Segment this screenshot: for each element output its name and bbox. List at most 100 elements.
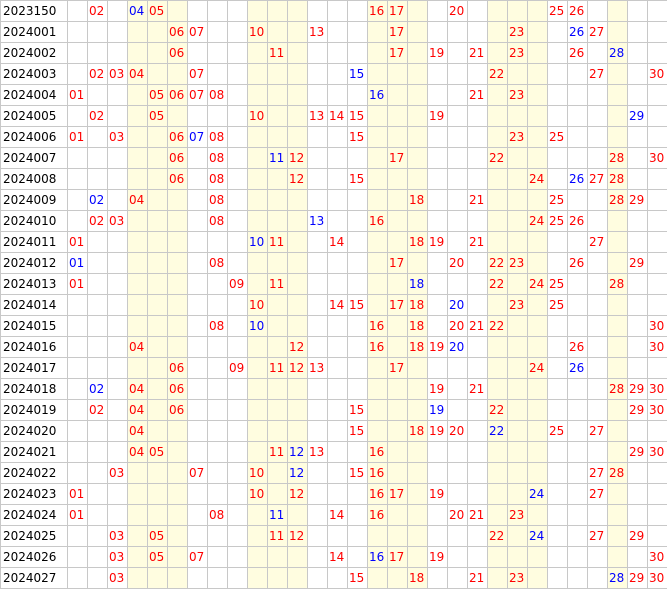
empty-cell <box>307 504 328 526</box>
number-cell: 08 <box>207 210 228 232</box>
empty-cell <box>87 336 108 358</box>
empty-cell <box>67 378 88 400</box>
empty-cell <box>147 462 168 484</box>
table-row: 2024015 08 10 16 18 20 21 22 30 <box>0 315 667 337</box>
empty-cell <box>607 336 628 358</box>
empty-cell <box>127 504 148 526</box>
empty-cell <box>267 105 288 127</box>
number-cell: 08 <box>207 189 228 211</box>
empty-cell <box>387 420 408 442</box>
empty-cell <box>87 420 108 442</box>
special-number-cell: 29 <box>627 105 648 127</box>
empty-cell <box>127 168 148 190</box>
number-cell: 10 <box>247 294 268 316</box>
empty-cell <box>207 546 228 568</box>
empty-cell <box>287 231 308 253</box>
empty-cell <box>327 567 348 589</box>
empty-cell <box>527 42 548 64</box>
empty-cell <box>567 441 588 463</box>
number-cell: 11 <box>267 42 288 64</box>
empty-cell <box>207 420 228 442</box>
empty-cell <box>447 105 468 127</box>
empty-cell <box>367 42 388 64</box>
number-cell: 17 <box>387 252 408 274</box>
empty-cell <box>387 399 408 421</box>
empty-cell <box>307 420 328 442</box>
empty-cell <box>307 273 328 295</box>
empty-cell <box>347 504 368 526</box>
number-cell: 23 <box>507 126 528 148</box>
empty-cell <box>447 378 468 400</box>
empty-cell <box>647 357 667 379</box>
empty-cell <box>87 273 108 295</box>
empty-cell <box>147 315 168 337</box>
empty-cell <box>627 546 648 568</box>
empty-cell <box>487 336 508 358</box>
empty-cell <box>67 21 88 43</box>
empty-cell <box>387 168 408 190</box>
number-cell: 30 <box>647 147 667 169</box>
empty-cell <box>447 210 468 232</box>
number-cell: 10 <box>247 21 268 43</box>
number-cell: 14 <box>327 546 348 568</box>
number-cell: 25 <box>547 273 568 295</box>
number-cell: 07 <box>187 462 208 484</box>
special-number-cell: 10 <box>247 315 268 337</box>
empty-cell <box>647 0 667 22</box>
empty-cell <box>67 168 88 190</box>
empty-cell <box>107 378 128 400</box>
empty-cell <box>367 357 388 379</box>
number-cell: 12 <box>287 525 308 547</box>
empty-cell <box>287 315 308 337</box>
empty-cell <box>187 336 208 358</box>
empty-cell <box>407 210 428 232</box>
empty-cell <box>267 210 288 232</box>
empty-cell <box>427 525 448 547</box>
empty-cell <box>507 546 528 568</box>
number-cell: 23 <box>507 42 528 64</box>
empty-cell <box>607 420 628 442</box>
empty-cell <box>587 147 608 169</box>
number-cell: 12 <box>287 357 308 379</box>
empty-cell <box>247 0 268 22</box>
empty-cell <box>127 210 148 232</box>
empty-cell <box>427 252 448 274</box>
empty-cell <box>627 294 648 316</box>
empty-cell <box>227 0 248 22</box>
number-cell: 27 <box>587 420 608 442</box>
empty-cell <box>207 525 228 547</box>
table-row: 2024016 04 12 16 18 19 20 26 30 <box>0 336 667 358</box>
empty-cell <box>647 252 667 274</box>
empty-cell <box>307 252 328 274</box>
empty-cell <box>327 210 348 232</box>
empty-cell <box>107 441 128 463</box>
table-row: 2024010 02 03 08 13 16 24 25 26 <box>0 210 667 232</box>
number-cell: 21 <box>467 504 488 526</box>
empty-cell <box>587 378 608 400</box>
empty-cell <box>507 399 528 421</box>
empty-cell <box>607 441 628 463</box>
empty-cell <box>387 315 408 337</box>
number-cell: 17 <box>387 0 408 22</box>
empty-cell <box>527 462 548 484</box>
empty-cell <box>327 441 348 463</box>
empty-cell <box>167 273 188 295</box>
period-cell: 2024017 <box>0 357 68 379</box>
number-cell: 06 <box>167 21 188 43</box>
table-row: 2024003 02 03 04 07 15 22 27 30 <box>0 63 667 85</box>
empty-cell <box>287 504 308 526</box>
empty-cell <box>567 84 588 106</box>
number-cell: 08 <box>207 126 228 148</box>
empty-cell <box>307 378 328 400</box>
empty-cell <box>627 420 648 442</box>
special-number-cell: 28 <box>607 42 628 64</box>
empty-cell <box>187 525 208 547</box>
table-row: 2023150 02 04 05 16 17 20 25 26 <box>0 0 667 22</box>
number-cell: 02 <box>87 63 108 85</box>
table-row: 2024014 10 14 15 17 18 20 23 25 <box>0 294 667 316</box>
empty-cell <box>447 462 468 484</box>
empty-cell <box>107 315 128 337</box>
number-cell: 27 <box>587 483 608 505</box>
period-cell: 2024019 <box>0 399 68 421</box>
empty-cell <box>247 504 268 526</box>
